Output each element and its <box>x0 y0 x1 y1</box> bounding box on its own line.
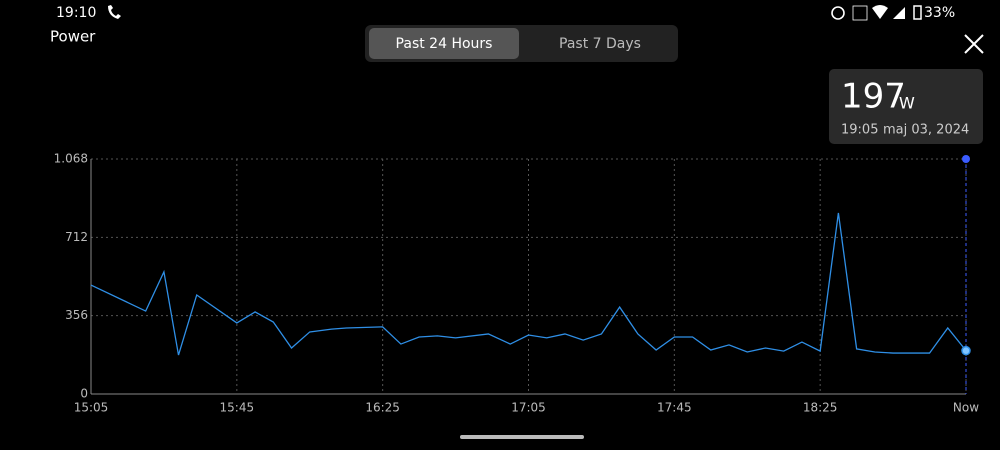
x-tick-label: 18:25 <box>803 401 838 415</box>
x-tick-label: Now <box>953 401 979 415</box>
volte-icon <box>852 5 868 21</box>
power-line <box>90 212 967 356</box>
tab-label[interactable]: Past 7 Days <box>559 36 641 52</box>
tooltip <box>829 69 983 144</box>
home-indicator[interactable] <box>460 435 584 439</box>
signal-icon <box>893 7 905 19</box>
close-button[interactable] <box>964 34 984 54</box>
tab-label[interactable]: Past 24 Hours <box>396 36 493 52</box>
y-tick-label: 1.068 <box>54 152 88 166</box>
tab-active[interactable] <box>369 28 519 59</box>
battery-icon <box>913 5 922 20</box>
x-tick-label: 15:05 <box>74 401 109 415</box>
x-tick-label: 17:05 <box>511 401 546 415</box>
tooltip-value: 197 <box>841 77 906 117</box>
cursor-top <box>962 155 970 163</box>
y-tick-label: 356 <box>65 308 88 322</box>
x-tick-label: 16:25 <box>365 401 400 415</box>
alarm-icon <box>831 6 845 20</box>
page-title: Power <box>50 28 96 46</box>
y-tick-label: 712 <box>65 230 88 244</box>
wifi-icon <box>872 5 888 19</box>
tooltip-unit: W <box>899 94 915 113</box>
tooltip-time: 19:05 <box>841 123 878 138</box>
battery-level: 33% <box>924 5 955 21</box>
call-icon <box>108 5 121 19</box>
tooltip-date: maj 03, 2024 <box>883 123 969 138</box>
status-time: 19:10 <box>56 5 96 21</box>
y-tick-label: 0 <box>80 387 88 401</box>
x-tick-label: 15:45 <box>220 401 255 415</box>
cursor-point <box>961 345 971 356</box>
x-tick-label: 17:45 <box>657 401 692 415</box>
